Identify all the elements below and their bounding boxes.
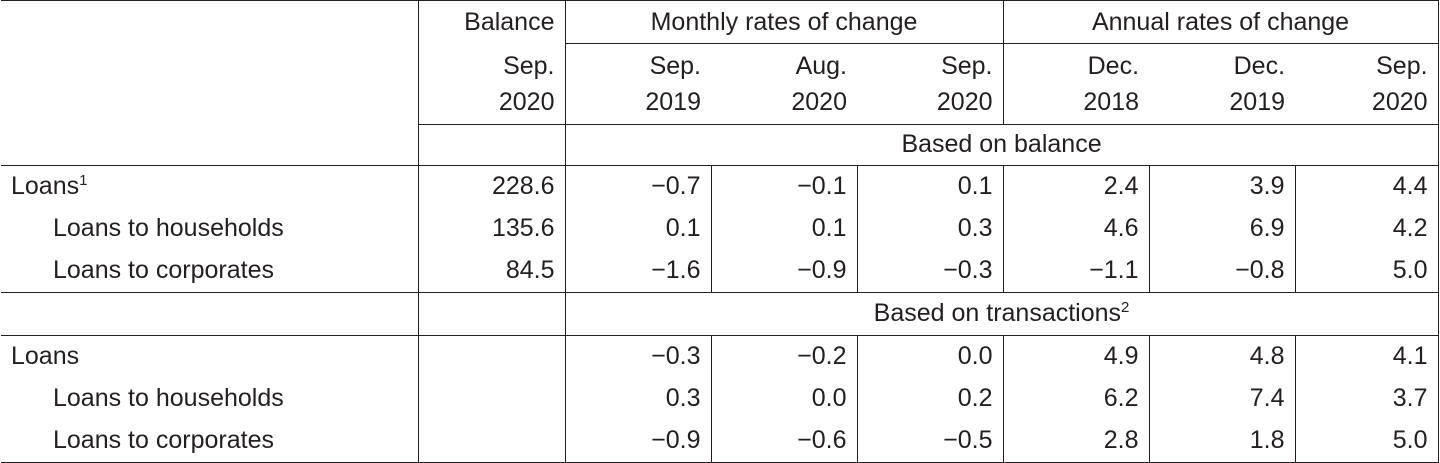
col-header-sep-2019: Sep. 2019 [564, 43, 711, 124]
footnote-2: 2 [1121, 299, 1130, 316]
header-balance: Balance [417, 0, 565, 44]
section-title-balance: Based on balance [564, 123, 1439, 165]
cell: 0.0 [856, 334, 1004, 378]
cell: 7.4 [1148, 377, 1296, 420]
cell: −0.9 [564, 419, 711, 463]
header-annual: Annual rates of change [1002, 0, 1439, 44]
cell: 4.4 [1294, 164, 1439, 208]
cell: −0.1 [710, 164, 857, 208]
col-header-sep-2020-annual: Sep. 2020 [1295, 43, 1439, 124]
cell: 0.2 [856, 377, 1004, 420]
cell: −0.2 [710, 334, 857, 378]
cell [417, 334, 565, 378]
cell: 228.6 [417, 164, 565, 208]
col-header-sep-2020: Sep. 2020 [936, 51, 993, 116]
cell: 4.1 [1294, 334, 1439, 378]
cell: 4.9 [1002, 334, 1150, 378]
section-title-transactions-stub [1, 291, 418, 335]
cell: 6.9 [1148, 207, 1296, 250]
cell: 4.2 [1294, 207, 1439, 250]
row-label-loans: Loans1 [1, 164, 418, 208]
section-title-transactions-balance-stub [417, 291, 565, 335]
cell: −0.5 [856, 419, 1004, 463]
col-header-dec-2018: Dec. 2018 [1002, 43, 1150, 124]
cell: 4.6 [1002, 207, 1150, 250]
cell: 2.8 [1002, 419, 1150, 463]
row-label-corporates-tx: Loans to corporates [1, 419, 418, 463]
row-label-loans-tx: Loans [1, 334, 418, 378]
cell: 0.0 [710, 377, 857, 420]
header-monthly: Monthly rates of change [564, 0, 1004, 44]
cell: 5.0 [1294, 249, 1439, 292]
col-header-balance-sep-2020: Sep. 2020 [417, 43, 565, 124]
row-label-households: Loans to households [53, 214, 284, 242]
cell: −0.6 [710, 419, 857, 463]
cell: −1.6 [564, 249, 711, 292]
cell: 4.8 [1148, 334, 1296, 378]
cell: 2.4 [1002, 164, 1150, 208]
cell: −0.3 [856, 249, 1004, 292]
cell: −1.1 [1002, 249, 1150, 292]
cell: 84.5 [417, 249, 565, 292]
section-title-balance-stub [417, 123, 565, 165]
col-header-aug-2020: Aug. 2020 [791, 51, 847, 116]
section-title-transactions: Based on transactions2 [564, 291, 1439, 335]
cell: 0.1 [710, 207, 857, 250]
cell: 0.1 [564, 207, 711, 250]
cell: 5.0 [1294, 419, 1439, 463]
cell: −0.9 [710, 249, 857, 292]
cell: −0.8 [1148, 249, 1296, 292]
cell: 1.8 [1148, 419, 1296, 463]
row-label-corporates: Loans to corporates [53, 256, 274, 284]
cell: 6.2 [1002, 377, 1150, 420]
cell: 0.1 [856, 164, 1004, 208]
cell: 0.3 [564, 377, 711, 420]
cell: 3.9 [1148, 164, 1296, 208]
cell: 0.3 [856, 207, 1004, 250]
cell [417, 419, 565, 463]
cell: −0.7 [564, 164, 711, 208]
header-stub [1, 0, 418, 165]
cell: 3.7 [1294, 377, 1439, 420]
row-label-households-tx: Loans to households [53, 384, 284, 412]
cell: 135.6 [417, 207, 565, 250]
footnote-1: 1 [79, 172, 88, 189]
col-header-dec-2019: Dec. 2019 [1229, 51, 1286, 116]
cell [417, 377, 565, 420]
cell: −0.3 [564, 334, 711, 378]
